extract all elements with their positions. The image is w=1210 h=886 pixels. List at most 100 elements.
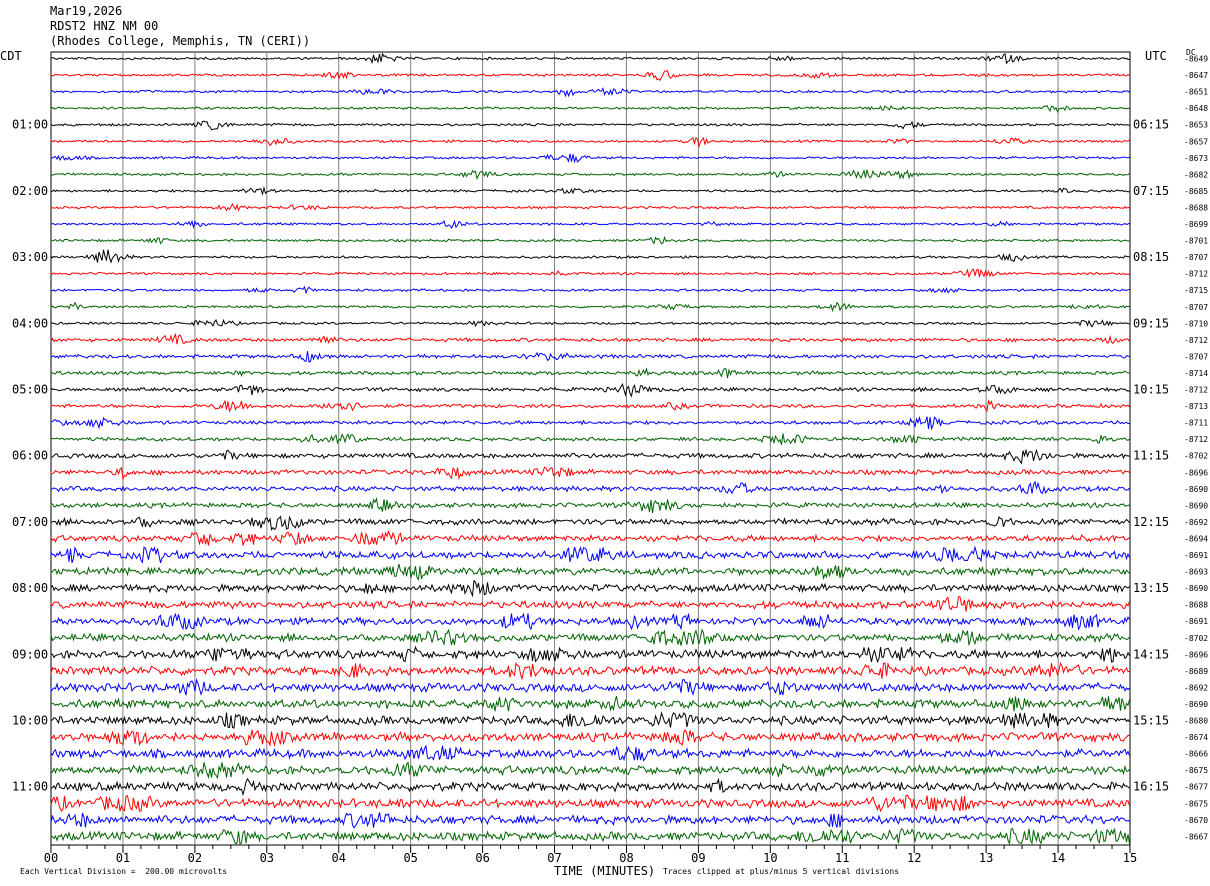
x-tick-label: 00 bbox=[44, 851, 58, 865]
dc-offset-label: -8685 bbox=[1184, 187, 1208, 196]
dc-offset-label: -8710 bbox=[1184, 319, 1208, 328]
cdt-hour-label: 07:00 bbox=[12, 515, 48, 529]
dc-offset-label: -8674 bbox=[1184, 733, 1208, 742]
x-tick-label: 14 bbox=[1051, 851, 1065, 865]
cdt-hour-label: 05:00 bbox=[12, 383, 48, 397]
utc-hour-label: 06:15 bbox=[1133, 118, 1169, 132]
dc-offset-label: -8693 bbox=[1184, 568, 1208, 577]
cdt-hour-label: 02:00 bbox=[12, 184, 48, 198]
clip-note: Traces clipped at plus/minus 5 vertical … bbox=[663, 867, 900, 876]
dc-label: DC bbox=[1186, 48, 1196, 57]
seismic-trace bbox=[50, 219, 1130, 230]
cdt-hour-label: 11:00 bbox=[12, 780, 48, 794]
dc-offset-label: -8694 bbox=[1184, 534, 1208, 543]
seismic-trace bbox=[50, 661, 1130, 681]
x-tick-label: 01 bbox=[116, 851, 130, 865]
dc-offset-label: -8689 bbox=[1184, 667, 1208, 676]
seismic-trace bbox=[50, 332, 1130, 345]
dc-offset-label: -8707 bbox=[1184, 253, 1208, 262]
seismic-trace bbox=[50, 433, 1130, 445]
dc-offset-label: -8701 bbox=[1184, 237, 1208, 246]
dc-offset-label: -8657 bbox=[1184, 137, 1208, 146]
plot-date: Mar19,2026 bbox=[50, 4, 123, 18]
cdt-hour-label: 03:00 bbox=[12, 250, 48, 264]
dc-offset-label: -8690 bbox=[1184, 584, 1208, 593]
seismic-trace bbox=[50, 186, 1130, 197]
x-tick-label: 04 bbox=[332, 851, 346, 865]
seismic-trace bbox=[50, 515, 1130, 531]
seismic-trace bbox=[50, 399, 1130, 413]
dc-offset-label: -8692 bbox=[1184, 518, 1208, 527]
x-tick-label: 07 bbox=[547, 851, 561, 865]
seismic-trace bbox=[50, 794, 1130, 813]
dc-offset-label: -8688 bbox=[1184, 203, 1208, 212]
seismic-trace bbox=[50, 382, 1130, 398]
dc-offset-label: -8691 bbox=[1184, 551, 1208, 560]
cdt-hour-label: 10:00 bbox=[12, 714, 48, 728]
seismic-trace bbox=[50, 249, 1130, 264]
dc-offset-label: -8702 bbox=[1184, 452, 1208, 461]
x-tick-label: 02 bbox=[188, 851, 202, 865]
seismic-trace bbox=[50, 268, 1130, 279]
dc-offset-label: -8713 bbox=[1184, 402, 1208, 411]
station-code: RDST2 HNZ NM 00 bbox=[50, 19, 159, 33]
dc-offset-label: -8673 bbox=[1184, 154, 1208, 163]
right-timezone-label: UTC bbox=[1145, 49, 1167, 63]
x-tick-label: 08 bbox=[619, 851, 633, 865]
x-axis-label: TIME (MINUTES) bbox=[554, 864, 656, 878]
x-tick-label: 11 bbox=[835, 851, 849, 865]
dc-offset-label: -8691 bbox=[1184, 617, 1208, 626]
utc-hour-label: 15:15 bbox=[1133, 714, 1169, 728]
seismic-trace bbox=[50, 448, 1130, 465]
x-tick-label: 12 bbox=[907, 851, 921, 865]
seismic-trace bbox=[50, 285, 1130, 295]
seismic-trace bbox=[50, 168, 1130, 181]
cdt-hour-label: 06:00 bbox=[12, 449, 48, 463]
dc-offset-label: -8690 bbox=[1184, 485, 1208, 494]
x-tick-label: 03 bbox=[260, 851, 274, 865]
dc-offset-label: -8696 bbox=[1184, 650, 1208, 659]
dc-offset-label: -8648 bbox=[1184, 104, 1208, 113]
dc-offset-label: -8712 bbox=[1184, 386, 1208, 395]
dc-offset-label: -8692 bbox=[1184, 683, 1208, 692]
seismic-trace bbox=[51, 645, 1130, 664]
seismic-trace bbox=[50, 415, 1130, 431]
seismic-trace bbox=[50, 545, 1130, 564]
station-location: (Rhodes College, Memphis, TN (CERI)) bbox=[50, 34, 311, 48]
seismic-trace bbox=[50, 695, 1130, 712]
dc-offset-label: -8714 bbox=[1184, 369, 1208, 378]
seismic-trace bbox=[50, 827, 1130, 846]
dc-offset-label: -8675 bbox=[1184, 766, 1208, 775]
dc-offset-label: -8649 bbox=[1184, 55, 1208, 64]
seismic-trace bbox=[50, 52, 1130, 65]
dc-offset-label: -8707 bbox=[1184, 303, 1208, 312]
dc-offset-label: -8675 bbox=[1184, 799, 1208, 808]
utc-hour-label: 13:15 bbox=[1133, 581, 1169, 595]
utc-hour-label: 16:15 bbox=[1133, 780, 1169, 794]
seismic-trace bbox=[50, 203, 1130, 212]
seismic-trace bbox=[50, 761, 1130, 780]
dc-offset-label: -8712 bbox=[1184, 270, 1208, 279]
dc-offset-label: -8680 bbox=[1184, 717, 1208, 726]
dc-offset-label: -8682 bbox=[1184, 170, 1208, 179]
x-tick-label: 10 bbox=[763, 851, 777, 865]
seismic-trace bbox=[50, 812, 1130, 829]
dc-offset-label: -8715 bbox=[1184, 286, 1208, 295]
seismic-trace bbox=[50, 744, 1130, 762]
seismic-trace bbox=[50, 351, 1130, 363]
x-tick-label: 06 bbox=[475, 851, 489, 865]
seismic-trace bbox=[50, 628, 1130, 646]
seismic-trace bbox=[50, 136, 1130, 149]
seismic-trace bbox=[50, 301, 1130, 313]
dc-offset-label: -8702 bbox=[1184, 634, 1208, 643]
plot-frame bbox=[50, 51, 1131, 846]
dc-offset-label: -8688 bbox=[1184, 601, 1208, 610]
dc-offset-label: -8677 bbox=[1184, 783, 1208, 792]
seismic-trace bbox=[50, 367, 1130, 379]
seismic-trace bbox=[50, 318, 1130, 328]
scale-note: Each Vertical Division = 200.00 microvol… bbox=[20, 867, 228, 876]
dc-offset-label: -8711 bbox=[1184, 419, 1208, 428]
dc-offset-label: -8690 bbox=[1184, 700, 1208, 709]
seismic-trace bbox=[50, 529, 1130, 546]
